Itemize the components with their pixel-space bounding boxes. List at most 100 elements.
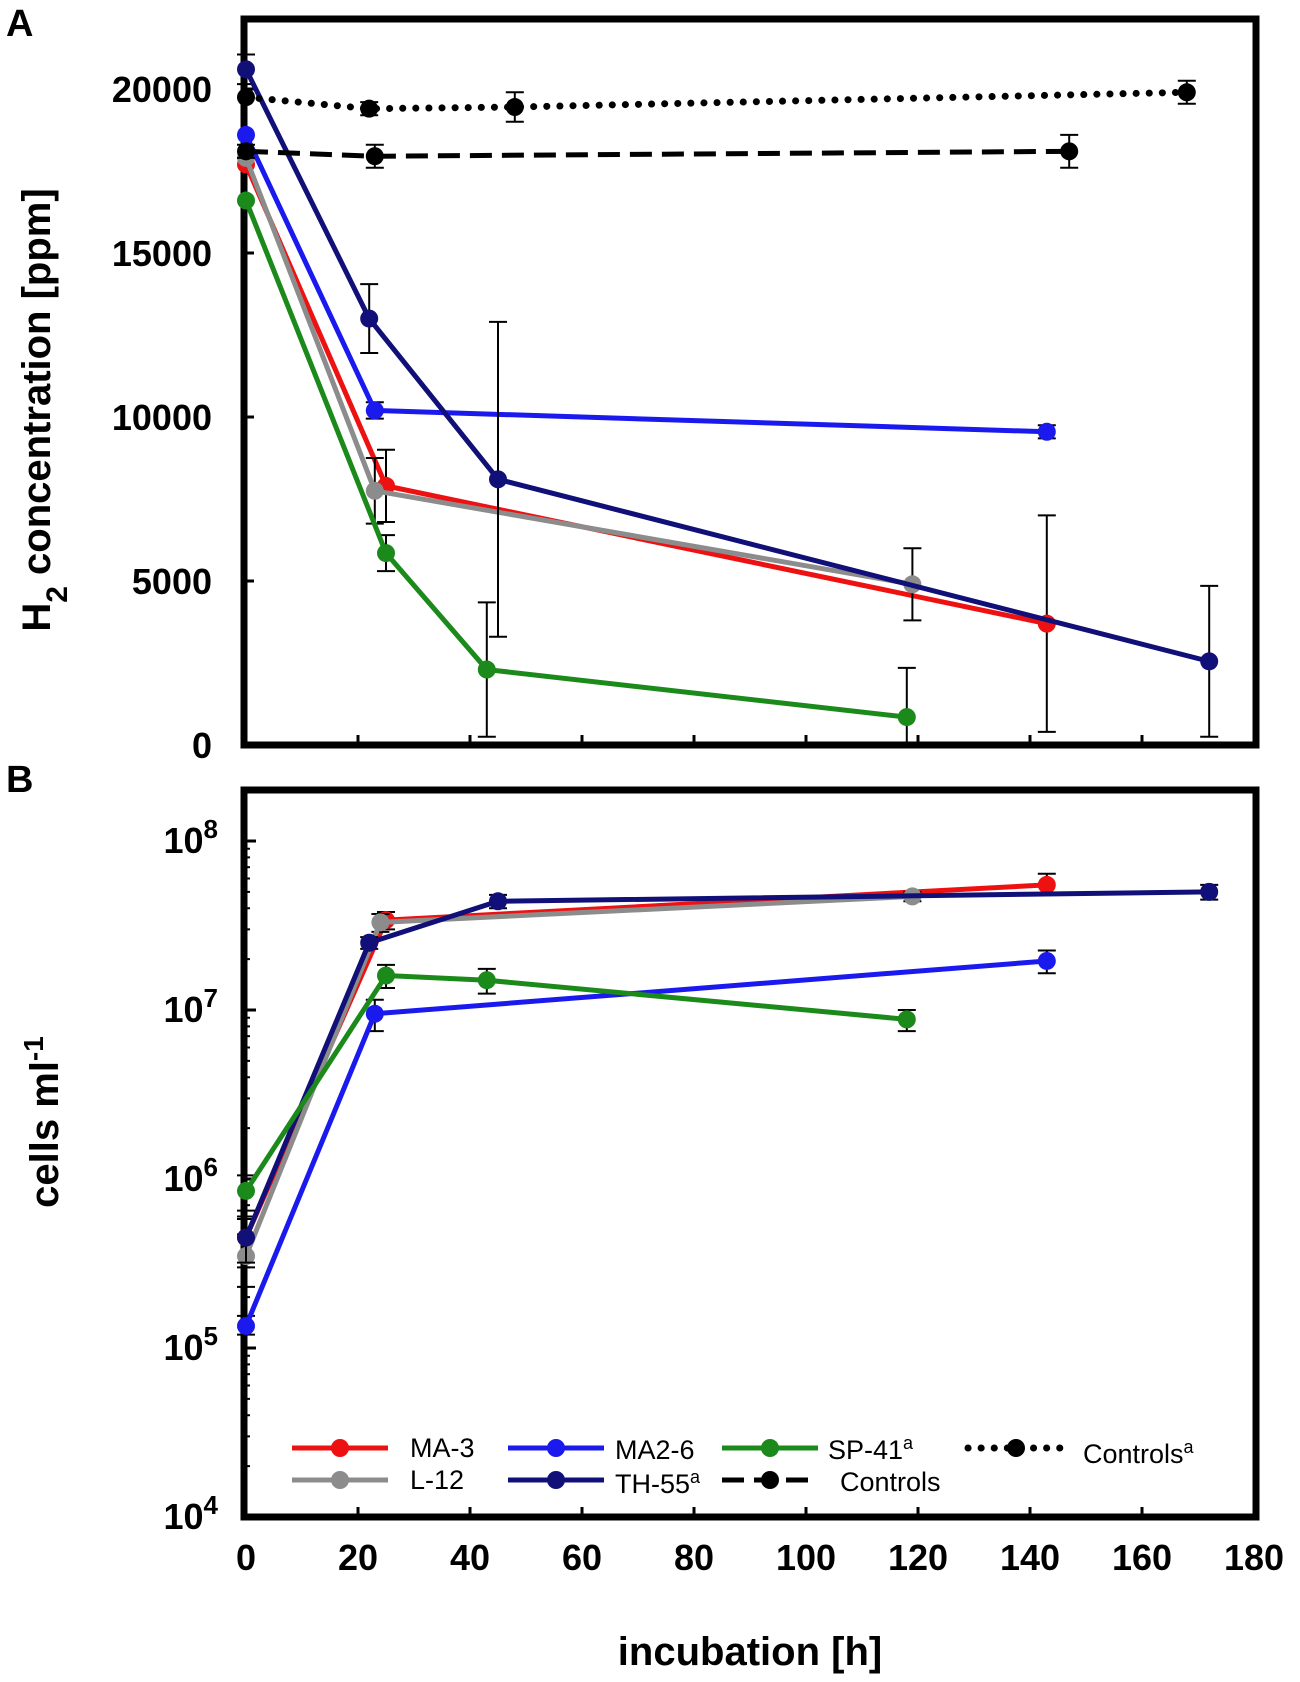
legend-item: TH-55a — [508, 1467, 701, 1499]
x-tick-label: 60 — [562, 1537, 602, 1578]
x-tick-label: 180 — [1224, 1537, 1284, 1578]
panel-a-series-ma2-6-solid — [237, 125, 1056, 441]
data-point — [237, 142, 255, 161]
panel-a-series-controls-a-dotted — [237, 79, 1196, 123]
data-point — [237, 60, 255, 79]
data-point — [1037, 422, 1056, 441]
legend-label: TH-55a — [615, 1467, 701, 1499]
data-point — [1060, 142, 1079, 161]
panel-a-frame — [240, 15, 1260, 749]
x-tick-label: 140 — [1000, 1537, 1060, 1578]
legend-item: Controlsa — [964, 1437, 1195, 1469]
series-line — [243, 199, 908, 720]
panel-b-series-l-12 — [237, 887, 922, 1288]
x-axis-label: incubation [h] — [618, 1630, 882, 1674]
data-point — [237, 88, 255, 107]
legend-marker — [761, 1471, 779, 1489]
data-point — [360, 309, 379, 328]
panel-a-series-ma-3-solid — [237, 155, 1056, 733]
x-tick-label: 100 — [776, 1537, 836, 1578]
panel-a-series-th-55-a-solid — [237, 53, 1219, 738]
legend-label: Controls — [840, 1467, 941, 1497]
data-point — [477, 660, 496, 679]
data-point — [1200, 652, 1219, 671]
series-line — [243, 156, 913, 587]
data-point — [237, 125, 255, 144]
panel-b-label: B — [6, 759, 33, 801]
data-point — [365, 147, 384, 166]
legend-item: MA2-6 — [508, 1435, 695, 1465]
panel-b-y-tick-label: 105 — [163, 1321, 218, 1368]
data-point — [237, 1228, 255, 1247]
panel-b-y-tick-label: 108 — [163, 814, 218, 861]
data-point — [897, 1010, 916, 1029]
data-point — [1037, 951, 1056, 970]
panel-a-y-axis-label: H2 concentration [ppm] — [15, 188, 74, 631]
legend-marker — [331, 1439, 349, 1457]
series-line — [243, 68, 1210, 664]
panel-b-y-axis-label: cells ml-1 — [18, 1036, 68, 1208]
panel-a-series-controls-dashed — [237, 133, 1079, 169]
panel-a-label: A — [6, 3, 33, 45]
legend-label: SP-41a — [828, 1433, 914, 1465]
legend-marker — [547, 1439, 565, 1457]
x-tick-label: 0 — [236, 1537, 256, 1578]
panel-a-series-sp-41-a-solid — [237, 191, 916, 746]
panel-a-y-tick-label: 0 — [192, 725, 212, 766]
data-point — [237, 1316, 255, 1335]
legend-label: Controlsa — [1083, 1437, 1195, 1469]
panel-b-y-tick-label: 106 — [163, 1152, 218, 1199]
legend-item: Controls — [722, 1467, 941, 1497]
legend-label: MA-3 — [410, 1433, 475, 1463]
legend-label: L-12 — [410, 1465, 464, 1495]
series-line — [243, 973, 908, 1193]
data-point — [489, 892, 507, 911]
x-tick-label: 160 — [1112, 1537, 1172, 1578]
legend-item: MA-3 — [292, 1433, 475, 1463]
panel-b-series-th-55-a — [237, 882, 1219, 1264]
data-point — [477, 971, 496, 990]
legend-marker — [547, 1471, 565, 1489]
data-point — [377, 966, 395, 985]
data-point — [505, 98, 524, 117]
data-point — [360, 99, 379, 118]
x-tick-label: 40 — [450, 1537, 490, 1578]
panel-b-series-ma-3 — [237, 872, 1056, 1269]
panel-a-y-tick-label: 10000 — [112, 397, 212, 438]
series-line — [242, 88, 1191, 113]
panel-b-series-sp-41-a — [237, 963, 916, 1212]
panel-a-y-tick-label: 20000 — [112, 69, 212, 110]
data-point — [489, 470, 507, 489]
legend-label: MA2-6 — [615, 1435, 695, 1465]
legend-item: SP-41a — [722, 1433, 914, 1465]
panel-b-y-tick-label: 107 — [163, 983, 218, 1030]
data-point — [897, 708, 916, 727]
panel-b-frame — [240, 786, 1260, 1521]
series-line — [243, 893, 913, 1257]
legend-marker — [331, 1471, 349, 1489]
data-point — [1037, 875, 1056, 894]
panel-a-y-tick-label: 5000 — [132, 561, 212, 602]
panel-b-series-ma2-6 — [237, 949, 1056, 1336]
x-tick-label: 20 — [338, 1537, 378, 1578]
data-point — [365, 1004, 384, 1023]
legend-item: L-12 — [292, 1465, 464, 1495]
data-point — [371, 913, 390, 932]
series-line — [243, 889, 1210, 1239]
panel-b-y-tick-label: 104 — [163, 1490, 218, 1537]
x-tick-label: 80 — [674, 1537, 714, 1578]
data-point — [360, 933, 379, 952]
legend-marker — [761, 1439, 779, 1457]
panel-a-y-tick-label: 15000 — [112, 233, 212, 274]
data-point — [237, 191, 255, 210]
data-point — [377, 544, 395, 563]
data-point — [237, 1181, 255, 1200]
data-point — [365, 481, 384, 500]
panel-b-plot: 104 105 106 107 108 0 20 40 60 80 100 120 140 160 180 — [163, 786, 1284, 1578]
legend-marker — [1007, 1439, 1025, 1457]
data-point — [1177, 83, 1196, 102]
data-point — [365, 401, 384, 420]
panel-a-plot: 0 5000 10000 15000 20000 — [112, 15, 1260, 766]
